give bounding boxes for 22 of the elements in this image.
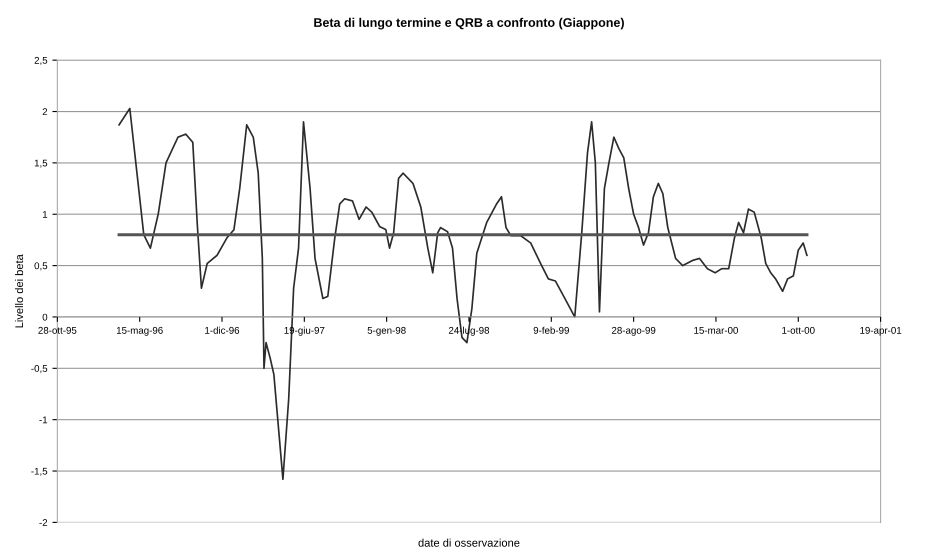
y-axis-title: Livello dei beta <box>14 254 24 328</box>
y-tick-label: 1 <box>42 211 48 218</box>
y-tick-label: -0,5 <box>31 365 48 374</box>
x-tick-label: 5-gen-98 <box>368 326 406 336</box>
x-tick-label: 1-ott-00 <box>782 326 815 334</box>
x-tick-label: 9-feb-99 <box>534 326 569 334</box>
y-tick-label: 2,5 <box>34 56 48 65</box>
x-tick-label: 19-apr-01 <box>860 326 902 336</box>
y-tick-label: -1,5 <box>31 468 48 476</box>
y-tick-label: -1 <box>39 416 48 424</box>
y-tick-label: -2 <box>39 519 48 526</box>
x-axis-title: date di osservazione <box>418 538 520 547</box>
y-tick-label: 1,5 <box>34 160 48 168</box>
y-tick-label: 0,5 <box>34 262 48 270</box>
x-tick-label: 15-mar-00 <box>694 326 738 334</box>
y-tick-label: 2 <box>42 108 48 116</box>
x-tick-label: 28-ott-95 <box>38 326 76 334</box>
y-tick-label: 0 <box>42 314 48 321</box>
x-tick-label: 15-mag-96 <box>116 326 163 336</box>
x-tick-label: 1-dic-96 <box>205 326 240 334</box>
chart-title: Beta di lungo termine e QRB a confronto (Giappone) <box>314 18 624 30</box>
x-tick-label: 28-ago-99 <box>612 326 656 336</box>
